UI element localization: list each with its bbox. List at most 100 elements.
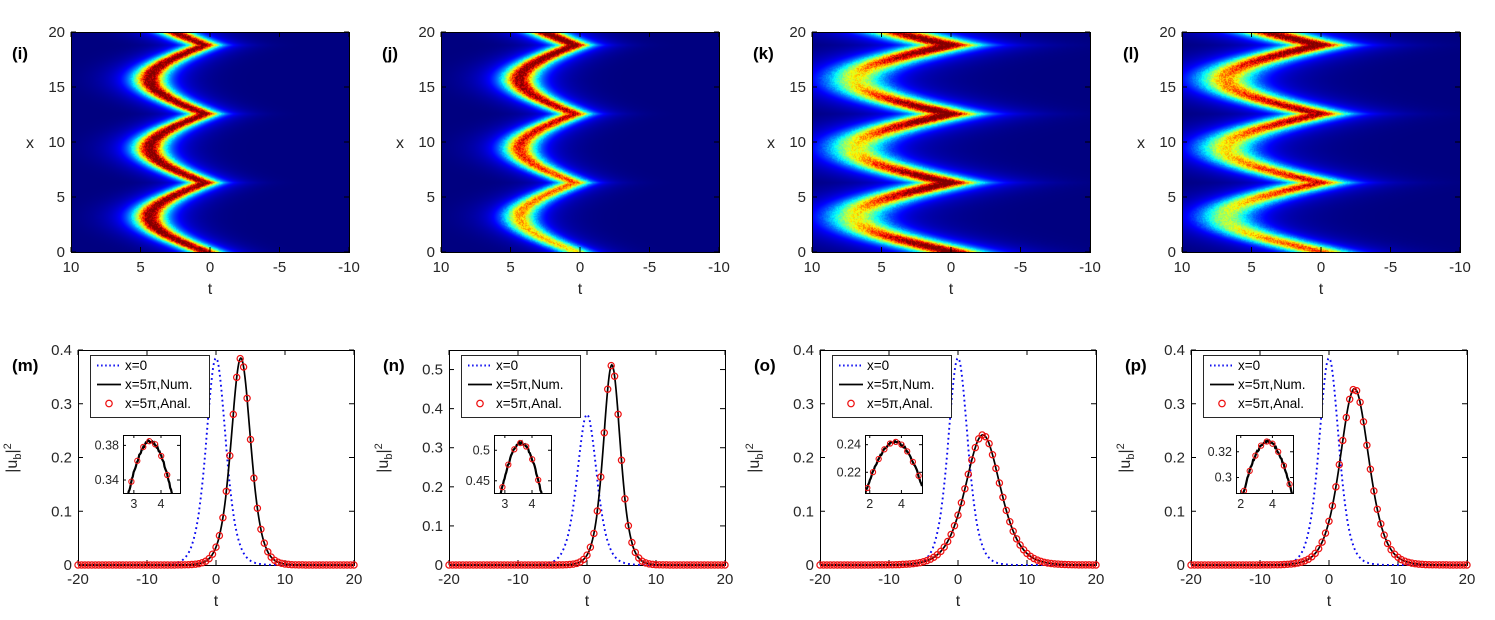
analytical-marker: [462, 561, 471, 569]
y-axis-label: |ub|2: [373, 443, 395, 472]
x-tick-label: 0: [1317, 259, 1325, 276]
analytical-marker: [1359, 418, 1368, 426]
analytical-marker: [1449, 561, 1457, 569]
legend-item-label: x=5π,Anal.: [867, 396, 933, 411]
analytical-marker: [1047, 559, 1055, 568]
analytical-marker: [562, 560, 571, 569]
inset-analytical-marker: [164, 471, 171, 479]
inset-y-tick-label: 0.32: [1208, 445, 1232, 459]
analytical-marker: [1297, 558, 1306, 566]
analytical-marker: [1363, 441, 1371, 450]
inset-analytical-marker: [1269, 440, 1276, 447]
line-panel-p: (p) -20 -10 0 10 20 0 0.1 0.2 0.3 0.4 t |ub|2 x=0 x=5…: [1113, 330, 1486, 620]
analytical-marker: [517, 561, 526, 569]
x-axis-label: t: [208, 281, 213, 298]
analytical-marker: [714, 561, 722, 569]
analytical-marker: [679, 561, 688, 569]
analytical-marker: [1235, 561, 1244, 569]
analytical-marker: [816, 561, 824, 569]
analytical-marker: [198, 558, 206, 567]
y-tick-label: 20: [48, 24, 65, 41]
analytical-marker: [291, 561, 300, 569]
analytical-marker: [961, 485, 969, 493]
inset-analytical-marker: [865, 484, 871, 492]
analytical-marker: [721, 561, 729, 569]
analytical-marker: [305, 561, 313, 569]
analytical-marker: [1321, 529, 1330, 537]
y-tick-label: 0.1: [1164, 503, 1185, 520]
series-analytical-markers: [1187, 385, 1471, 569]
analytical-marker: [659, 561, 667, 569]
analytical-marker: [1301, 557, 1309, 565]
analytical-marker: [1356, 398, 1364, 407]
y-tick-label: 0: [806, 557, 814, 574]
analytical-marker: [885, 561, 893, 569]
y-tick-label: 0.4: [793, 342, 814, 359]
analytical-marker: [1273, 561, 1282, 569]
inset-y-tick-label: 0.34: [95, 473, 119, 487]
analytical-marker: [222, 487, 231, 496]
analytical-marker: [899, 560, 907, 569]
ylabel-subscript: b: [754, 454, 766, 460]
analytical-marker: [1266, 561, 1275, 569]
analytical-marker: [170, 561, 179, 569]
y-tick-label: 0: [798, 244, 806, 261]
analytical-marker: [1204, 561, 1213, 569]
analytical-marker: [1194, 561, 1202, 569]
heatmap-image-l: [1182, 32, 1460, 252]
x-tick-label: -20: [438, 571, 460, 588]
inset-analytical-marker: [892, 438, 899, 446]
analytical-marker: [823, 561, 831, 569]
analytical-marker: [236, 354, 244, 363]
x-tick-label: -10: [1249, 571, 1271, 588]
panel-label-n: (n): [383, 356, 405, 375]
analytical-marker: [195, 559, 203, 568]
x-tick-label: -10: [338, 259, 360, 276]
analytical-marker: [1287, 560, 1295, 568]
x-tick-label: 0: [206, 259, 214, 276]
analytical-marker: [697, 561, 705, 569]
y-tick-label: 10: [48, 134, 65, 151]
analytical-marker: [1411, 559, 1420, 568]
inset-analytical-marker: [869, 468, 877, 476]
analytical-marker: [707, 561, 715, 569]
analytical-marker: [1207, 561, 1216, 569]
analytical-marker: [621, 495, 629, 503]
analytical-marker: [617, 456, 626, 464]
inset-content: [1240, 438, 1293, 493]
analytical-marker: [1328, 502, 1337, 510]
analytical-marker: [1339, 436, 1347, 445]
analytical-marker: [700, 561, 709, 569]
analytical-marker: [600, 429, 609, 437]
analytical-marker: [645, 560, 653, 568]
analytical-marker: [1081, 561, 1090, 569]
x-axis-label: t: [585, 593, 590, 610]
analytical-marker: [1401, 557, 1409, 565]
y-tick-label: 0.3: [793, 396, 814, 413]
analytical-marker: [88, 561, 96, 569]
analytical-marker: [1061, 560, 1069, 569]
panel-label-l: (l): [1123, 44, 1140, 63]
y-tick-label: 15: [48, 79, 65, 96]
x-tick-label: 10: [1390, 571, 1407, 588]
panel-label-k: (k): [753, 44, 774, 63]
analytical-marker: [122, 561, 131, 569]
inset-analytical-marker: [898, 441, 905, 448]
analytical-marker: [191, 560, 200, 568]
analytical-marker: [239, 363, 248, 371]
legend-sample-circle: [105, 399, 113, 408]
heatmap-panel-k: (k) 10 5 0 -5 -10 0 5 10 15 20 t x: [741, 0, 1114, 310]
analytical-marker: [610, 372, 619, 380]
inset-analytical-marker: [123, 505, 128, 510]
y-tick-label: 20: [418, 24, 435, 41]
analytical-marker: [250, 474, 258, 482]
legend-item-label: x=0: [1238, 358, 1260, 373]
line-plot-m: -20 -10 0 10 20 0 0.1 0.2 0.3 0.4 t |ub|2 x=0 x=5π,Nu…: [2, 342, 362, 610]
analytical-marker: [940, 543, 948, 551]
inset-analytical-marker: [1257, 442, 1265, 449]
inset-analytical-marker: [128, 478, 135, 485]
analytical-marker: [94, 561, 103, 569]
inset: 2 4 0.22 0.24: [837, 435, 923, 511]
legend-item-label: x=0: [496, 358, 518, 373]
x-tick-label: 0: [954, 571, 962, 588]
